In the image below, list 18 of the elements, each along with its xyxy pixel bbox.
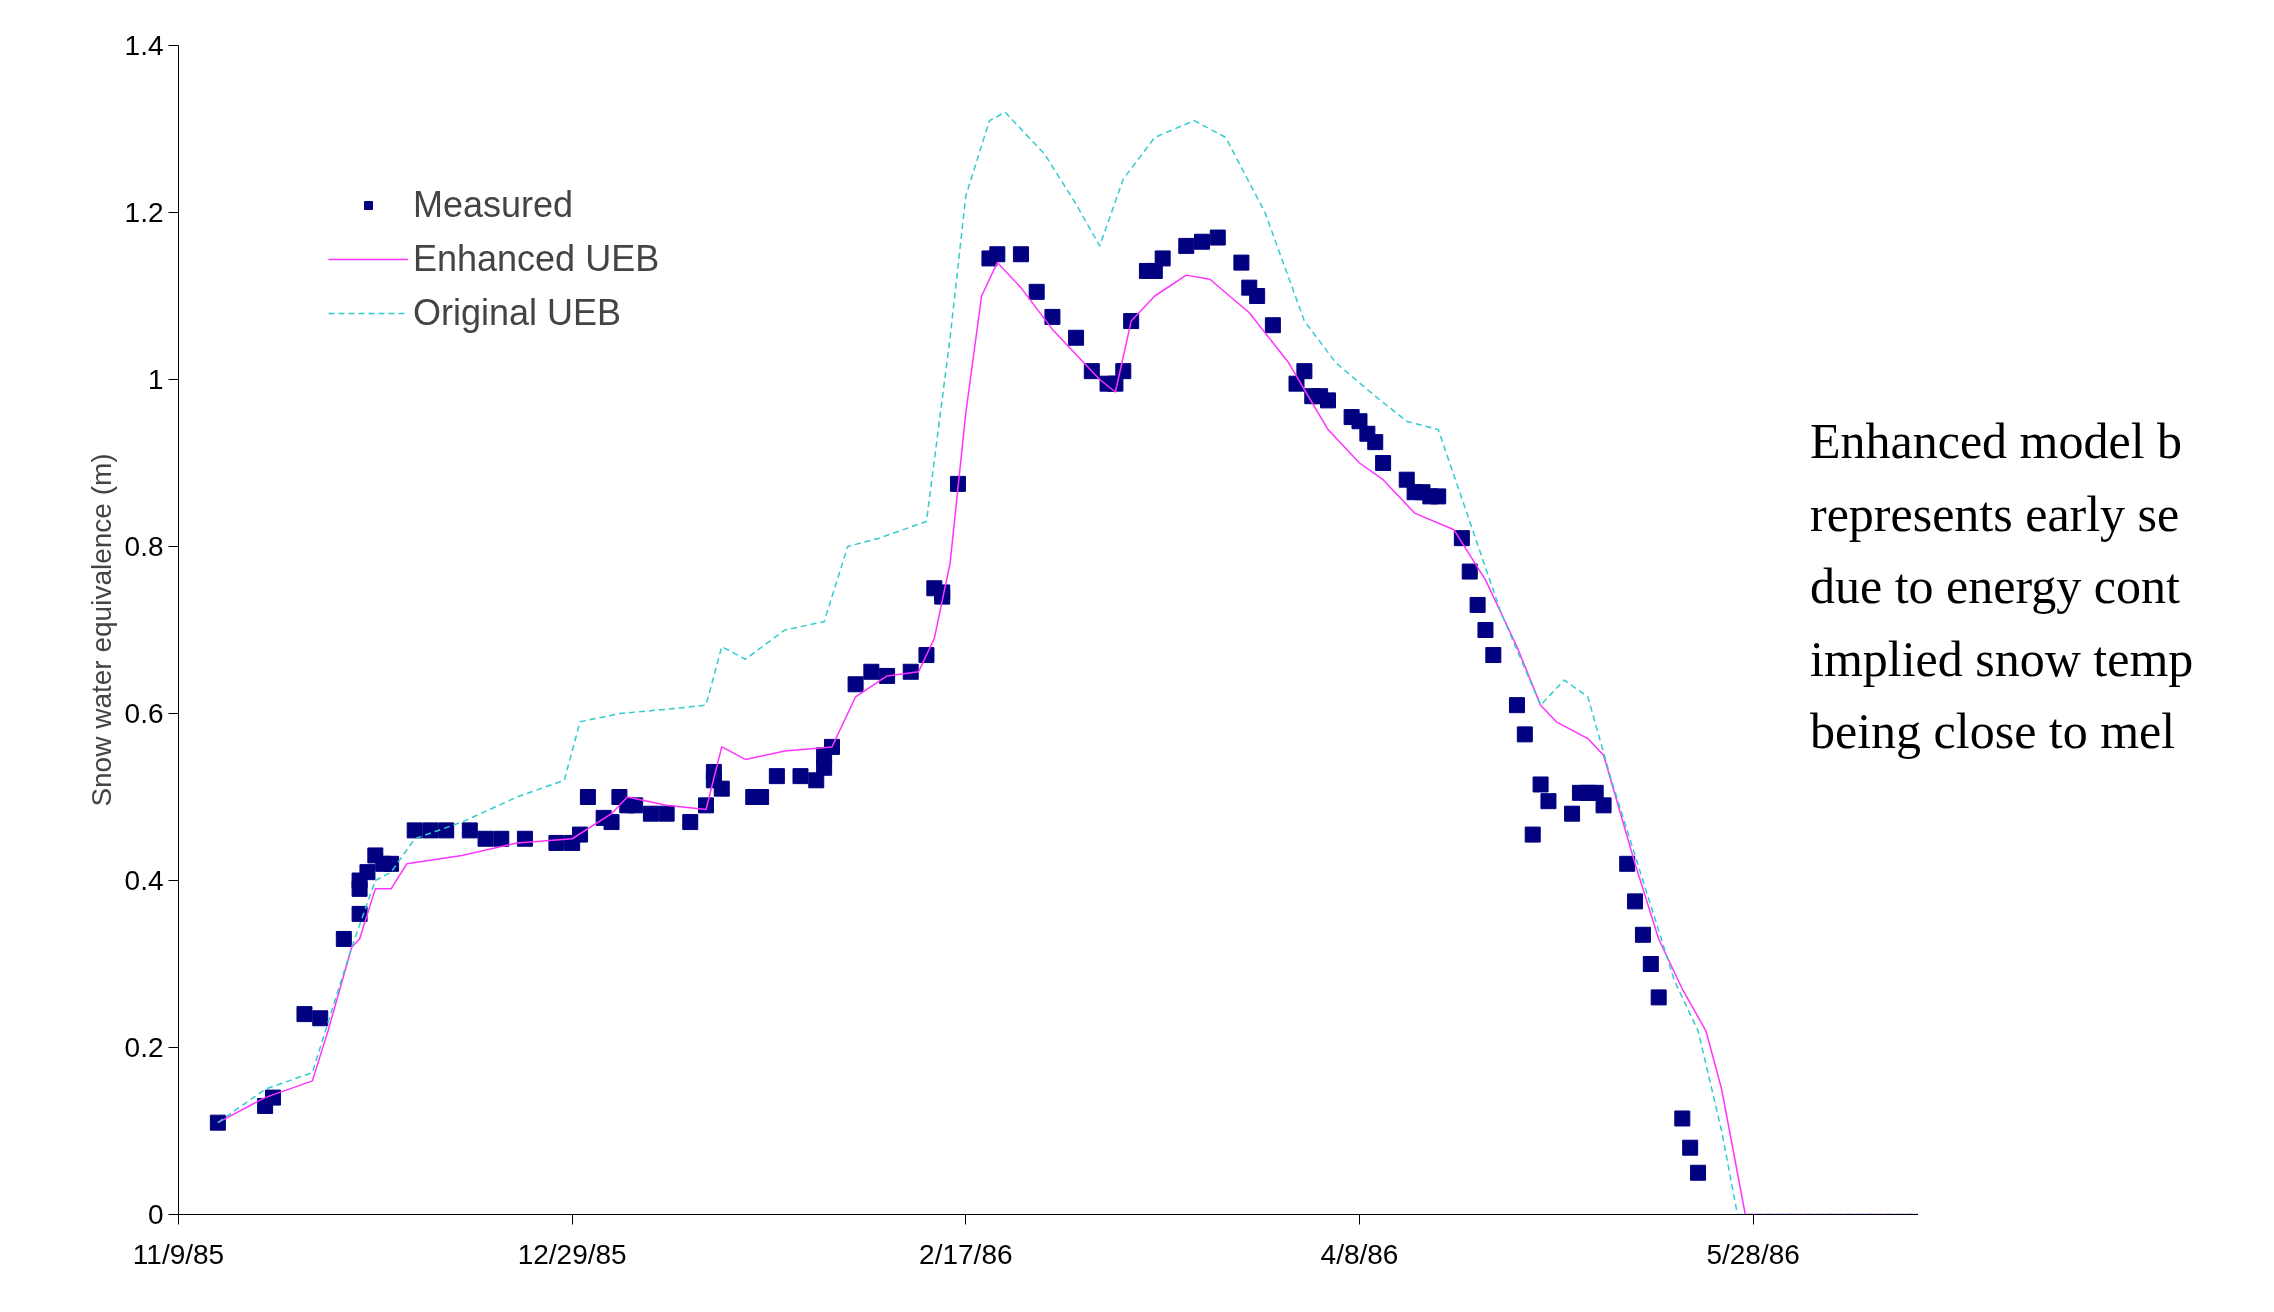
legend-label: Original UEB <box>413 292 622 334</box>
y-tick-label: 1.4 <box>124 30 164 61</box>
y-tick-label: 0.4 <box>124 865 164 896</box>
y-tick-label: 0 <box>147 1199 164 1230</box>
y-tick-label: 1.2 <box>124 197 164 228</box>
y-tick-label: 0.6 <box>124 698 164 729</box>
y-tick-label: 0.8 <box>124 531 164 562</box>
y-tick-label: 1 <box>147 364 164 395</box>
y-axis-title: Snow water equivalence (m) <box>85 453 117 807</box>
x-tick-label: 2/17/86 <box>919 1238 1013 1270</box>
x-tick-label: 12/29/85 <box>517 1238 627 1270</box>
legend-label: Measured <box>413 184 574 226</box>
annotation: Enhanced model b represents early se due to energy cont implied snow temp being close to mel <box>1810 412 2194 761</box>
x-tick-label: 11/9/85 <box>132 1238 225 1270</box>
x-tick-label: 4/8/86 <box>1320 1238 1399 1270</box>
legend-label: Enhanced UEB <box>413 238 660 280</box>
y-tick-label: 0.2 <box>124 1032 164 1063</box>
x-tick-label: 5/28/86 <box>1706 1238 1800 1270</box>
